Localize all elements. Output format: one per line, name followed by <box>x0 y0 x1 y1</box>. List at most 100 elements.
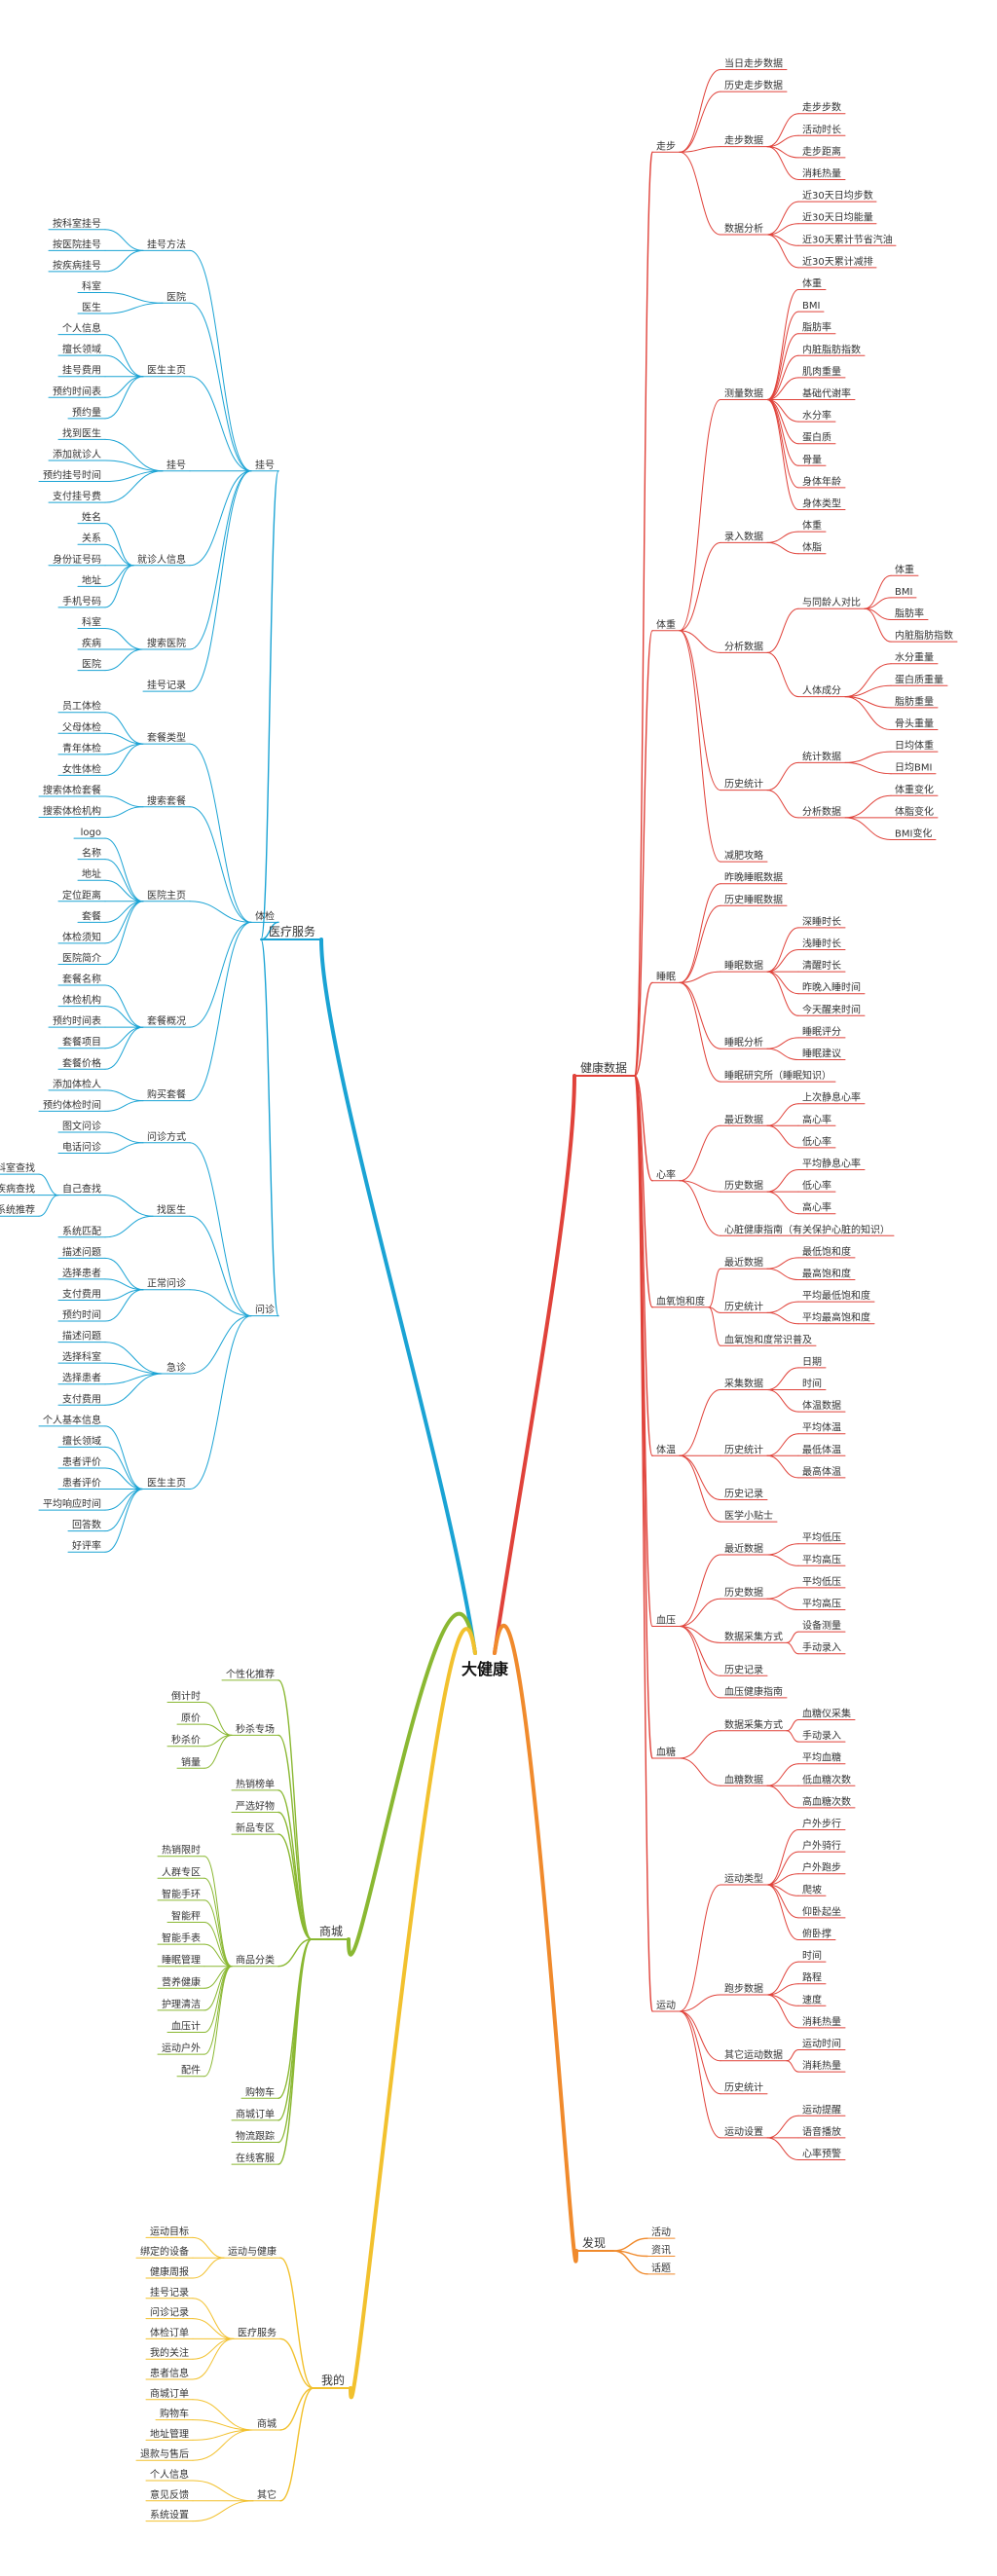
connector-line <box>679 630 721 863</box>
node-label: 个人基本信息 <box>43 1414 101 1426</box>
connector-line <box>104 837 144 902</box>
connector-line <box>277 1938 313 2099</box>
node-label: 历史睡眠数据 <box>724 893 783 905</box>
connector-line <box>766 1301 799 1313</box>
node-label: 挂号 <box>255 459 275 471</box>
node-label: 今天醒来时间 <box>802 1003 861 1015</box>
node-label: 身体类型 <box>802 497 841 510</box>
node-label: 采集数据 <box>724 1378 763 1390</box>
connector-line <box>679 2010 721 2095</box>
node-label: 水分率 <box>802 409 831 422</box>
node-label: 睡眠数据 <box>724 959 763 972</box>
connector-line <box>104 302 164 314</box>
node-label: 历史走步数据 <box>724 79 783 92</box>
node-label: 女性体检 <box>62 762 101 775</box>
node-label: 心率 <box>656 1168 676 1181</box>
connector-mall <box>347 1611 477 1957</box>
node-label: 基础代谢率 <box>802 387 851 400</box>
node-label: 健康周报 <box>150 2265 189 2278</box>
node-label: 系统匹配 <box>62 1225 101 1237</box>
connector-line <box>766 1433 799 1456</box>
node-label: 脂肪率 <box>895 607 924 620</box>
connector-line <box>104 565 134 608</box>
connector-line <box>766 1763 799 1786</box>
node-label: 体温数据 <box>802 1399 841 1412</box>
connector-line <box>786 2049 799 2062</box>
node-label: 睡眠研究所（睡眠知识） <box>724 1069 831 1082</box>
connector-line <box>708 1268 721 1308</box>
connector-line <box>104 1215 154 1238</box>
connector-line <box>104 806 144 819</box>
node-label: 选择科室 <box>62 1350 101 1363</box>
node-label: 脂肪重量 <box>895 695 934 708</box>
node-label: 物流跟踪 <box>236 2130 275 2143</box>
node-label: 测量数据 <box>724 387 763 400</box>
connector-line <box>38 1173 59 1196</box>
connector-line <box>277 1938 313 2144</box>
node-label: 挂号记录 <box>150 2286 189 2299</box>
connector-medical <box>319 938 477 1655</box>
node-label: 营养健康 <box>162 1975 201 1988</box>
connector-line <box>679 1180 721 1236</box>
node-label: 图文问诊 <box>62 1120 101 1132</box>
connector-line <box>203 1877 233 1968</box>
connector-line <box>679 883 721 983</box>
node-label: 商城订单 <box>150 2387 189 2400</box>
node-label: 内脏脂肪指数 <box>802 343 861 355</box>
connector-line <box>766 761 799 791</box>
connector-line <box>189 1142 252 1317</box>
connector-line <box>203 1734 233 1769</box>
node-label: 血压健康指南 <box>724 1685 783 1698</box>
node-label: 医院 <box>166 290 186 303</box>
node-label: 医学小贴士 <box>724 1509 773 1522</box>
node-label: 睡眠评分 <box>802 1025 841 1038</box>
connector-line <box>189 921 252 1028</box>
node-label: 人群专区 <box>162 1865 201 1878</box>
node-label: 手机号码 <box>62 595 101 607</box>
connector-line <box>679 1730 721 1759</box>
connector-line <box>679 904 721 983</box>
node-label: 问诊记录 <box>150 2306 189 2319</box>
node-label: 员工体检 <box>62 700 101 713</box>
connector-line <box>766 531 799 543</box>
connector-line <box>679 69 721 153</box>
connector-line <box>679 541 721 632</box>
connector-line <box>679 146 721 153</box>
node-label: 水分重量 <box>895 651 934 664</box>
connector-line <box>189 806 252 923</box>
connector-line <box>279 2387 314 2431</box>
node-label: 时间 <box>802 1378 822 1390</box>
node-label: 减肥攻略 <box>724 849 763 862</box>
node-label: 平均静息心率 <box>802 1158 861 1170</box>
node-label: 支付挂号费 <box>53 490 101 502</box>
connector-line <box>679 1124 721 1182</box>
connector-line <box>203 1702 233 1736</box>
connector-line <box>104 354 144 378</box>
connector-line <box>104 1089 144 1102</box>
node-label: BMI <box>895 587 912 598</box>
node-label: 户外步行 <box>802 1818 841 1830</box>
connector-line <box>189 1315 252 1375</box>
node-label: 消耗热量 <box>802 167 841 180</box>
node-label: 肌肉重量 <box>802 365 841 378</box>
node-label: 就诊人信息 <box>137 553 186 566</box>
connector-line <box>104 460 164 472</box>
node-label: 昨晚睡眠数据 <box>724 871 783 884</box>
connector-line <box>104 376 144 398</box>
node-label: 最近数据 <box>724 1113 763 1125</box>
node-label: 名称 <box>82 847 101 860</box>
connector-line <box>612 2250 648 2275</box>
node-label: 添加体检人 <box>53 1078 101 1090</box>
connector-line <box>766 541 799 555</box>
connector-line <box>192 2236 225 2259</box>
node-label: 运动时间 <box>802 2038 841 2050</box>
node-label: 近30天累计减排 <box>802 255 873 268</box>
connector-line <box>679 1554 721 1627</box>
node-label: 体重 <box>802 277 822 290</box>
branch-label-mall: 商城 <box>319 1924 343 1938</box>
connector-line <box>104 743 144 776</box>
node-label: 青年体检 <box>62 742 101 754</box>
connector-line <box>766 1785 799 1809</box>
connector-line <box>104 565 134 587</box>
connector-line <box>104 291 164 304</box>
